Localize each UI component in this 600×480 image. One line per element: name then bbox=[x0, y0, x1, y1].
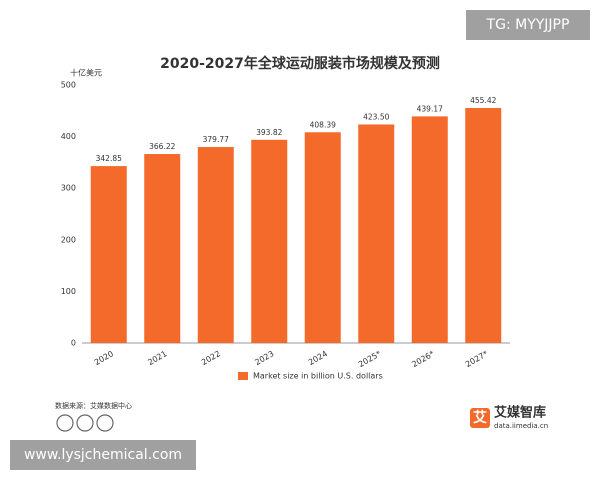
y-tick-label: 400 bbox=[61, 132, 76, 141]
data-label: 379.77 bbox=[203, 135, 229, 144]
y-tick-label: 300 bbox=[61, 184, 76, 193]
data-label: 366.22 bbox=[149, 142, 175, 151]
bar bbox=[251, 139, 288, 343]
legend-label: Market size in billion U.S. dollars bbox=[253, 372, 383, 381]
bar bbox=[304, 132, 341, 343]
bar bbox=[197, 147, 234, 343]
y-tick-label: 0 bbox=[71, 339, 76, 348]
data-label: 342.85 bbox=[96, 154, 122, 163]
watermark-box bbox=[10, 440, 196, 470]
legend-swatch bbox=[238, 372, 248, 380]
y-axis-unit: 十亿美元 bbox=[70, 68, 102, 78]
logo-box bbox=[470, 408, 490, 428]
logo-url: data.iimedia.cn bbox=[494, 422, 548, 430]
data-label: 455.42 bbox=[470, 96, 496, 105]
bar bbox=[411, 116, 448, 344]
bar bbox=[144, 154, 181, 343]
chart-title: 2020-2027年全球运动服装市场规模及预测 bbox=[160, 55, 440, 72]
source: 数据来源：艾媒数据中心 bbox=[55, 401, 132, 410]
data-label: 408.39 bbox=[310, 120, 336, 129]
logo-icon: 艾 bbox=[473, 409, 487, 426]
y-tick-label: 100 bbox=[61, 287, 76, 296]
watermark-box bbox=[466, 10, 590, 40]
bar bbox=[358, 124, 395, 343]
y-tick-label: 200 bbox=[61, 235, 76, 244]
bar bbox=[90, 166, 127, 343]
watermark: TG: MYYJJPP bbox=[486, 17, 570, 33]
bar bbox=[465, 108, 502, 343]
data-label: 393.82 bbox=[256, 128, 282, 137]
data-label: 423.50 bbox=[363, 112, 389, 121]
watermark: www.lysjchemical.com bbox=[24, 447, 182, 463]
y-tick-label: 500 bbox=[61, 81, 76, 90]
logo-name: 艾媒智库 bbox=[494, 405, 546, 421]
license-icons bbox=[56, 414, 114, 432]
data-label: 439.17 bbox=[417, 104, 443, 113]
